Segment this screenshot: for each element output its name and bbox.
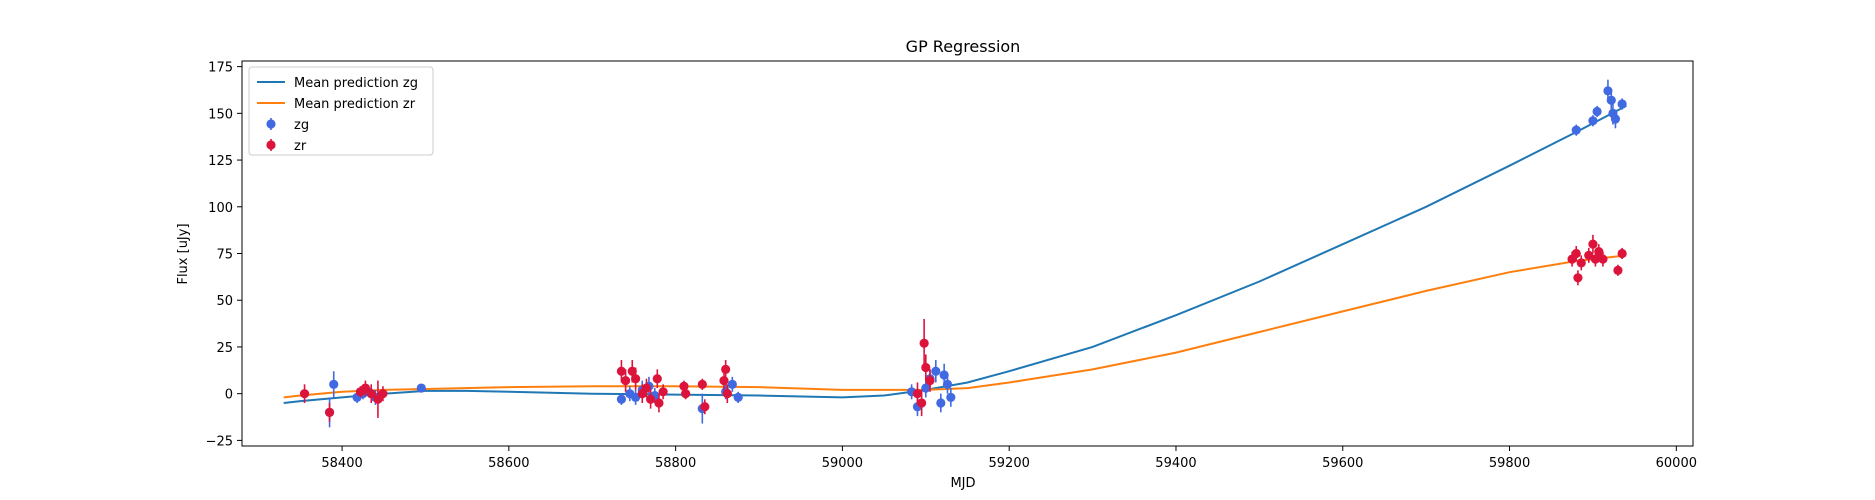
data-point-zr: [620, 375, 631, 386]
data-point-zr: [697, 379, 707, 389]
data-point-zg: [1592, 106, 1602, 117]
data-point-zg: [631, 392, 641, 403]
data-point-zg: [1606, 95, 1616, 105]
data-point-zg: [733, 392, 743, 403]
y-tick-label: −25: [206, 434, 233, 449]
data-point-zr: [631, 374, 641, 384]
data-point-zr: [324, 407, 335, 417]
legend-label: Mean prediction zg: [294, 76, 418, 91]
legend-label: zg: [294, 118, 309, 133]
y-axis-label: Flux [uJy]: [176, 223, 191, 284]
data-point-zr: [1588, 239, 1598, 249]
data-point-zg: [1588, 116, 1598, 126]
chart-title: GP Regression: [906, 37, 1021, 56]
y-tick-label: 50: [216, 294, 233, 309]
y-tick-label: 0: [225, 388, 233, 403]
y-tick-label: 150: [208, 107, 233, 122]
data-point-zr: [360, 383, 371, 393]
data-point-zg: [616, 394, 627, 404]
data-points-layer: [299, 79, 1627, 428]
data-point-zg: [946, 392, 956, 403]
axes: 58400 58600 58800 59000 59200 59400 59600 59800…: [206, 60, 1697, 471]
data-point-zr: [627, 366, 637, 376]
data-point-zg: [939, 370, 949, 380]
y-tick-label: 125: [208, 154, 233, 169]
data-point-zr: [1598, 254, 1608, 264]
x-tick-label: 59400: [1155, 456, 1196, 471]
x-tick-label: 59600: [1322, 456, 1363, 471]
legend-marker-swatch: [266, 140, 276, 150]
data-point-zg: [942, 379, 953, 389]
data-point-zg: [936, 398, 946, 408]
data-point-zg: [921, 383, 931, 393]
data-point-zr: [646, 394, 656, 404]
data-point-zg: [1617, 99, 1627, 109]
data-point-zr: [652, 374, 662, 384]
data-point-zr: [921, 362, 931, 373]
data-point-zg: [727, 379, 737, 389]
data-point-zr: [1617, 248, 1627, 259]
x-tick-label: 59000: [822, 456, 863, 471]
data-point-zr: [681, 389, 691, 399]
data-point-zr: [1573, 273, 1583, 283]
series-zr: [299, 234, 1627, 422]
y-tick-label: 175: [208, 61, 233, 76]
legend-marker-swatch: [266, 119, 276, 129]
data-point-zr: [721, 364, 731, 374]
legend-box: [248, 66, 434, 156]
legend: Mean prediction zg Mean prediction zr zg zr: [248, 66, 434, 156]
x-tick-label: 59200: [989, 456, 1030, 471]
legend-label: Mean prediction zr: [294, 97, 416, 112]
data-point-zr: [1613, 265, 1623, 275]
y-tick-label: 100: [208, 201, 233, 216]
x-tick-label: 58400: [321, 456, 362, 471]
data-point-zg: [1603, 86, 1613, 96]
data-point-zr: [654, 398, 664, 408]
y-tick-label: 75: [216, 248, 233, 263]
x-tick-label: 60000: [1656, 456, 1697, 471]
data-point-zr: [366, 389, 376, 399]
data-point-zr: [378, 389, 388, 399]
mean-prediction-lines: [283, 105, 1627, 404]
data-point-zr: [1590, 254, 1601, 264]
data-point-zr: [719, 375, 729, 386]
data-point-zr: [925, 375, 935, 386]
data-point-zg: [1571, 125, 1581, 135]
data-point-zr: [1576, 258, 1586, 268]
data-point-zr: [919, 338, 929, 348]
data-point-zr: [299, 389, 310, 399]
data-point-zr: [616, 366, 627, 376]
data-point-zr: [700, 402, 710, 412]
mean-line-zg: [283, 105, 1627, 404]
data-point-zr: [658, 387, 668, 397]
x-tick-label: 59800: [1489, 456, 1530, 471]
data-point-zr: [1584, 250, 1594, 260]
data-point-zg: [416, 383, 426, 393]
y-tick-label: 25: [216, 341, 233, 356]
data-point-zg: [1610, 114, 1621, 124]
x-tick-label: 58800: [655, 456, 696, 471]
data-point-zr: [1571, 248, 1581, 259]
data-point-zr: [1594, 247, 1604, 257]
data-point-zr: [912, 389, 923, 399]
data-point-zg: [931, 366, 941, 376]
legend-label: zr: [294, 139, 307, 154]
data-point-zr: [722, 389, 732, 399]
mean-line-zr: [283, 254, 1627, 399]
x-axis-label: MJD: [950, 476, 975, 491]
data-point-zr: [917, 398, 927, 408]
data-point-zg: [329, 379, 339, 389]
data-point-zr: [641, 383, 652, 393]
x-tick-label: 58600: [488, 456, 529, 471]
